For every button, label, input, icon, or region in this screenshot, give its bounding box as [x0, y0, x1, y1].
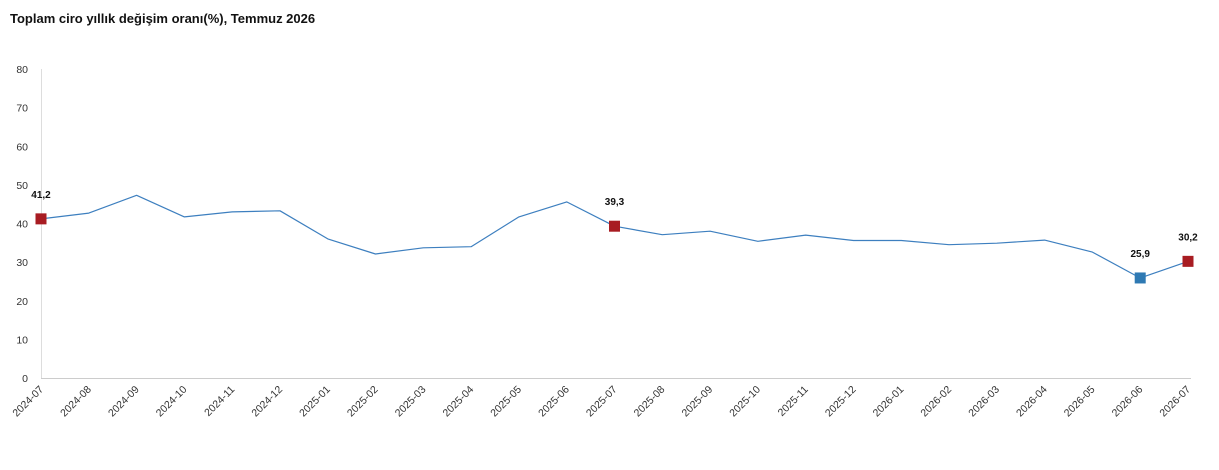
data-point-marker [1134, 272, 1146, 284]
y-tick-label: 0 [22, 373, 28, 385]
x-tick-label: 2024-11 [202, 384, 237, 419]
x-tick-label: 2024-10 [154, 384, 190, 420]
x-tick-label: 2025-06 [536, 384, 572, 420]
x-tick-label: 2025-01 [297, 384, 333, 420]
x-tick-label: 2025-11 [776, 384, 811, 419]
x-tick-label: 2025-12 [823, 384, 859, 420]
x-tick-label: 2025-10 [727, 384, 763, 420]
x-tick-label: 2026-07 [1157, 384, 1193, 420]
x-tick-label: 2026-03 [966, 384, 1002, 420]
y-tick-label: 10 [16, 334, 28, 346]
y-tick-label: 60 [16, 141, 28, 153]
data-label: 41,2 [31, 190, 51, 201]
data-label: 30,2 [1178, 232, 1198, 243]
data-point-marker [1182, 255, 1194, 267]
y-tick-label: 40 [16, 219, 28, 231]
x-tick-label: 2024-09 [106, 384, 142, 420]
y-tick-label: 80 [16, 64, 28, 76]
marker-group [35, 213, 1194, 284]
x-tick-label: 2026-05 [1062, 384, 1098, 420]
chart-title: Toplam ciro yıllık değişim oranı(%), Tem… [10, 11, 316, 26]
data-point-marker [609, 220, 620, 232]
x-tick-label: 2024-12 [249, 384, 285, 420]
y-tick-label: 50 [16, 180, 28, 192]
x-tick-label: 2025-02 [345, 384, 381, 420]
data-point-marker [35, 213, 47, 225]
x-tick-label: 2026-01 [871, 384, 907, 420]
x-tick-label: 2024-07 [10, 384, 46, 420]
x-tick-label: 2025-08 [632, 384, 668, 420]
x-tick-label: 2024-08 [58, 384, 94, 420]
y-tick-label: 30 [16, 257, 28, 269]
x-tick-label: 2025-05 [488, 384, 524, 420]
x-tick-label: 2026-02 [918, 384, 954, 420]
x-axis: 2024-07 2024-08 2024-09 2024-10 2024-11 2024-… [10, 384, 1193, 420]
x-tick-label: 2026-04 [1014, 384, 1050, 420]
x-tick-label: 2025-07 [584, 384, 620, 420]
x-tick-label: 2025-04 [441, 384, 477, 420]
y-axis: 0 10 20 30 40 50 60 70 80 [16, 64, 28, 385]
data-label: 39,3 [605, 197, 625, 208]
x-tick-label: 2026-06 [1110, 384, 1146, 420]
x-tick-label: 2025-09 [679, 384, 715, 420]
y-tick-label: 20 [16, 296, 28, 308]
x-tick-label: 2025-03 [393, 384, 429, 420]
data-label: 25,9 [1130, 249, 1150, 260]
data-label-group: 41,2 39,3 25,9 30,2 [31, 190, 1198, 260]
y-tick-label: 70 [16, 103, 28, 115]
